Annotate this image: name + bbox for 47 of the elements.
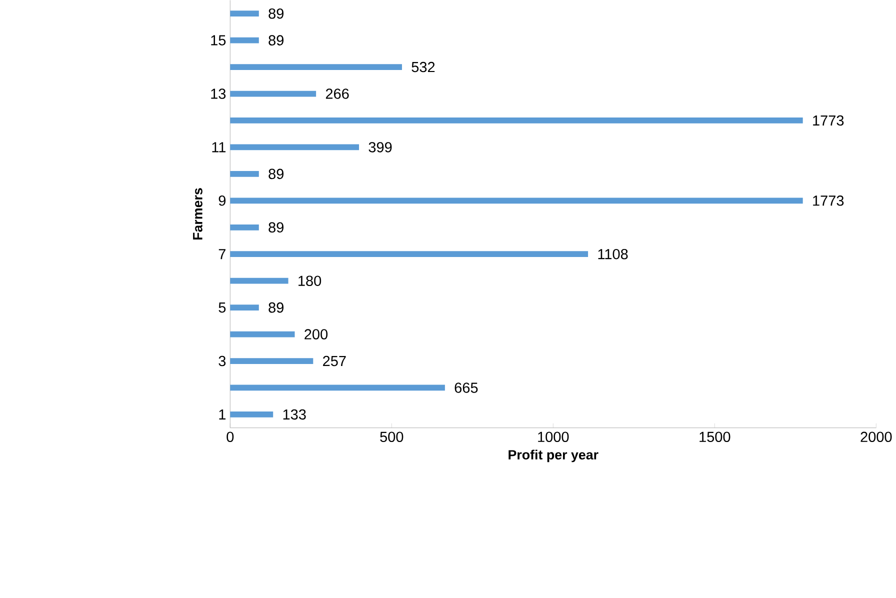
y-axis-title: Farmers: [193, 188, 202, 240]
data-label: 89: [268, 35, 284, 46]
data-label: 1773: [813, 115, 844, 126]
x-tick-label: 1000: [538, 432, 569, 442]
bar: [230, 411, 274, 418]
bar: [230, 37, 259, 44]
bar: [230, 384, 445, 391]
x-tick-label: 1500: [700, 432, 730, 442]
data-label: 1773: [813, 195, 844, 206]
x-axis-title: Profit per year: [508, 450, 598, 462]
data-label: 665: [454, 382, 478, 393]
x-tick-label: 2000: [860, 432, 892, 442]
y-tick-label: 15: [211, 35, 226, 46]
data-label: 399: [368, 142, 392, 152]
y-tick-label: 9: [218, 195, 226, 206]
bar: [230, 198, 803, 204]
bar: [230, 224, 259, 230]
data-label: 89: [268, 222, 284, 232]
y-tick-label: 11: [212, 142, 226, 152]
data-label: 257: [323, 356, 346, 366]
bar: [230, 64, 402, 70]
data-label: 133: [283, 409, 306, 420]
x-tick-label: 0: [226, 432, 234, 442]
bar: [230, 117, 803, 124]
y-tick-label: 13: [211, 88, 226, 99]
data-label: 89: [268, 302, 284, 313]
bar: [230, 358, 314, 364]
data-label: 266: [326, 88, 349, 99]
bar: [230, 90, 316, 97]
bar: [230, 170, 259, 177]
y-tick-label: 5: [218, 302, 226, 313]
x-tick-label: 500: [380, 432, 404, 442]
data-label: 200: [304, 329, 328, 340]
bar: [230, 251, 588, 257]
y-tick-label: 1: [219, 409, 226, 420]
y-tick-label: 7: [218, 249, 226, 260]
bar: [230, 304, 259, 310]
bar: [230, 144, 360, 150]
data-label: 89: [268, 8, 284, 19]
y-tick-label: 3: [218, 356, 226, 366]
data-label: 89: [268, 168, 284, 179]
data-label: 180: [298, 276, 322, 286]
bar: [230, 10, 259, 16]
data-label: 1108: [598, 248, 628, 260]
bar: [230, 331, 295, 338]
data-label: 532: [412, 62, 435, 72]
bar: [230, 278, 288, 284]
